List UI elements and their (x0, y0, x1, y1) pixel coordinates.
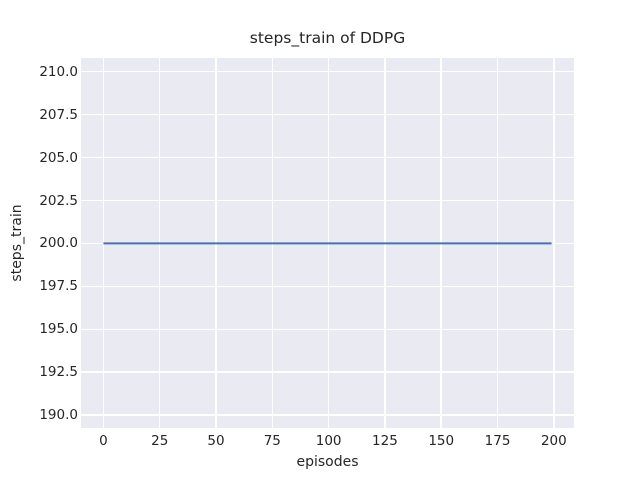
gridline-h (81, 285, 574, 288)
x-tick-label: 25 (151, 433, 169, 449)
x-tick-label: 50 (207, 433, 225, 449)
x-tick-label: 175 (484, 433, 511, 449)
y-tick-label: 190.0 (39, 407, 78, 424)
gridline-h (81, 371, 574, 373)
x-tick-label: 75 (263, 433, 281, 449)
x-tick-label: 125 (372, 433, 398, 449)
gridline-h (81, 199, 574, 202)
x-tick-label: 200 (540, 433, 567, 449)
y-tick-label: 200.0 (39, 235, 78, 252)
chart-title: steps_train of DDPG (249, 29, 406, 47)
y-tick-label: 207.5 (39, 106, 78, 123)
series-layer (103, 242, 552, 245)
y-tick-label: 192.5 (39, 364, 78, 381)
x-axis-label: episodes (296, 454, 359, 470)
plot-area (81, 58, 574, 428)
y-tick-label: 202.5 (39, 192, 78, 209)
y-tick-label: 197.5 (39, 278, 78, 295)
gridline-h (81, 113, 574, 116)
gridline-h (81, 70, 574, 73)
gridline-h (81, 328, 574, 331)
gridline-h (81, 414, 574, 416)
x-tick-label: 150 (428, 433, 455, 449)
x-tick-label: 100 (315, 433, 342, 449)
y-tick-label: 195.0 (39, 321, 78, 338)
gridline-h (81, 156, 574, 159)
y-tick-label: 210.0 (39, 63, 78, 80)
y-tick-label: 205.0 (39, 149, 78, 166)
x-tick-label: 0 (99, 433, 108, 449)
